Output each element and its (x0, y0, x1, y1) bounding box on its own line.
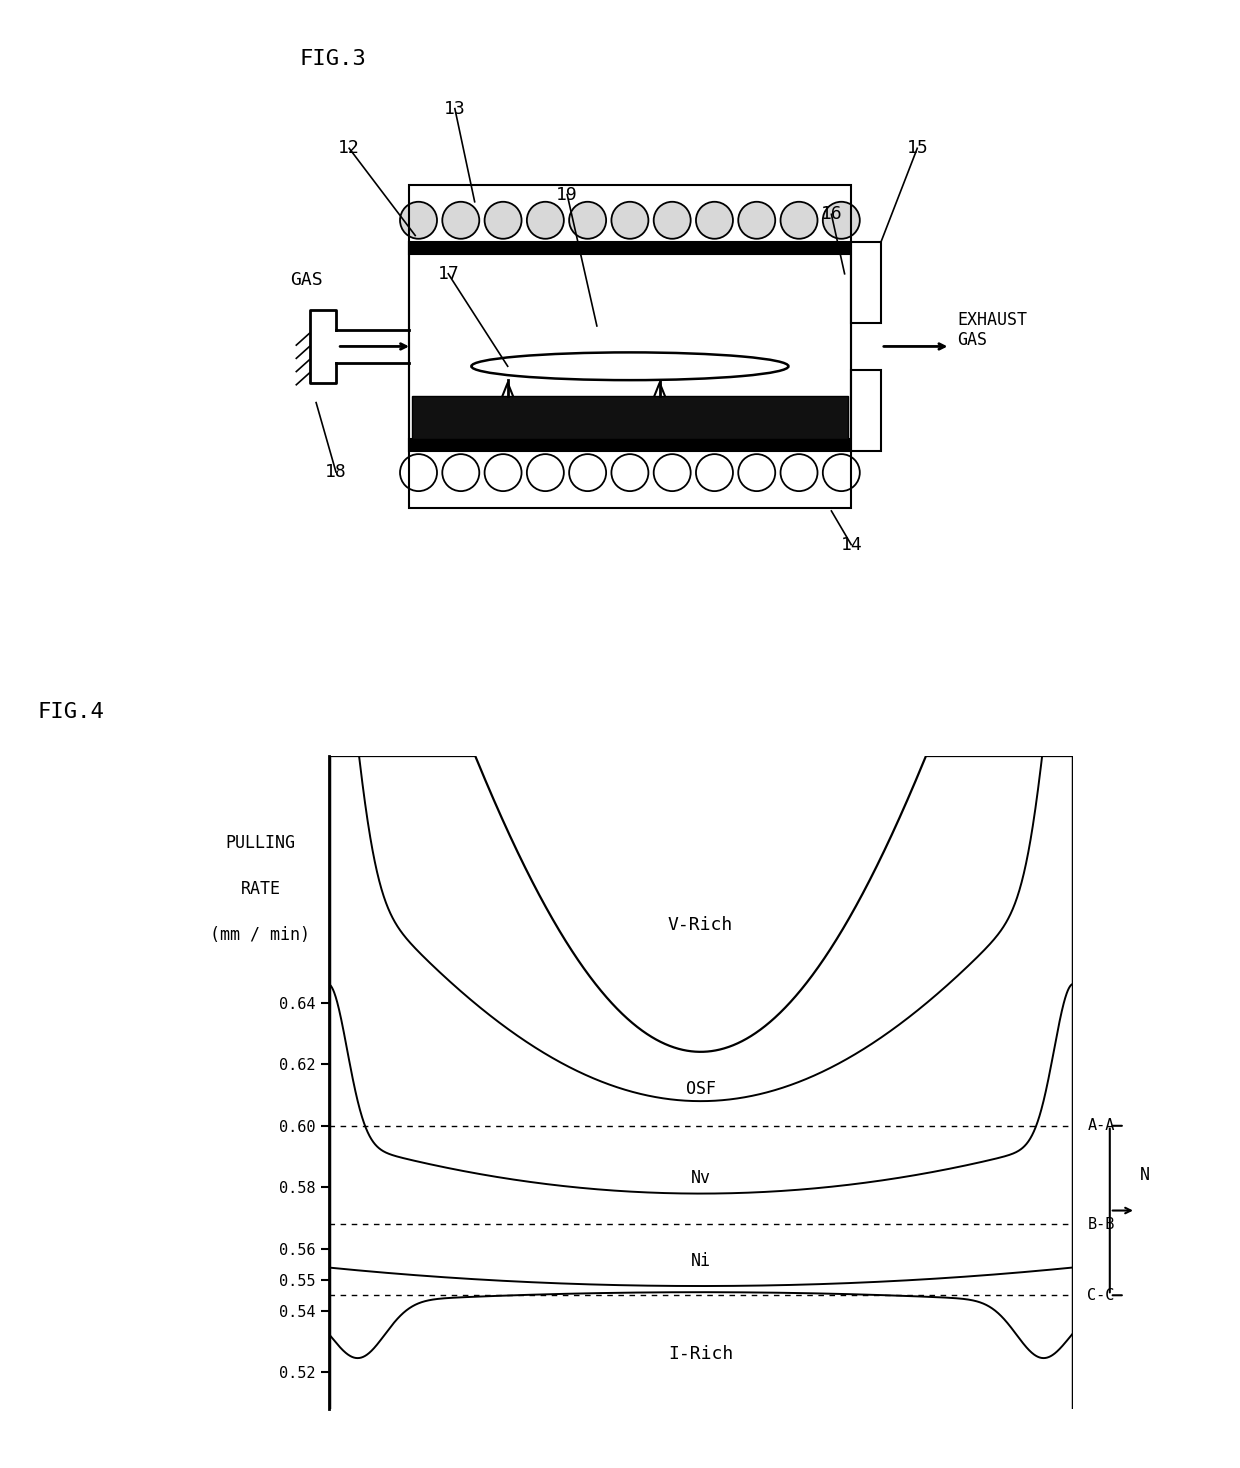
Bar (409, 439, 851, 451)
Text: I-Rich: I-Rich (668, 1345, 733, 1362)
Text: 18: 18 (325, 462, 347, 482)
Text: Nv: Nv (691, 1169, 711, 1188)
Circle shape (485, 201, 522, 239)
Circle shape (401, 454, 436, 492)
Bar (409, 185, 851, 508)
Text: FIG.3: FIG.3 (300, 50, 367, 69)
Circle shape (569, 454, 606, 492)
Circle shape (823, 201, 859, 239)
Text: 13: 13 (444, 100, 466, 117)
Text: 16: 16 (821, 206, 842, 223)
Text: PULLING: PULLING (226, 834, 295, 853)
Circle shape (653, 201, 691, 239)
Circle shape (401, 201, 436, 239)
Circle shape (823, 454, 859, 492)
Text: 15: 15 (906, 139, 929, 157)
Text: C-C: C-C (1087, 1287, 1115, 1302)
Text: 17: 17 (438, 264, 459, 283)
Text: 14: 14 (841, 536, 862, 553)
Text: GAS: GAS (290, 272, 322, 289)
Text: 12: 12 (339, 139, 360, 157)
Text: 19: 19 (557, 185, 578, 204)
Circle shape (611, 201, 649, 239)
Circle shape (569, 201, 606, 239)
Circle shape (527, 201, 564, 239)
Circle shape (738, 201, 775, 239)
Ellipse shape (471, 352, 789, 380)
Circle shape (443, 201, 480, 239)
Text: RATE: RATE (241, 881, 280, 898)
Bar (412, 396, 848, 439)
Circle shape (653, 454, 691, 492)
Circle shape (443, 454, 480, 492)
Circle shape (527, 454, 564, 492)
Text: EXHAUST
GAS: EXHAUST GAS (957, 311, 1027, 349)
Text: OSF: OSF (686, 1080, 715, 1098)
Bar (851, 370, 880, 451)
Bar (409, 242, 851, 254)
Circle shape (696, 454, 733, 492)
Text: Ni: Ni (691, 1252, 711, 1270)
Text: (mm / min): (mm / min) (211, 926, 310, 944)
Text: N: N (1140, 1166, 1149, 1185)
Circle shape (780, 454, 817, 492)
Circle shape (485, 454, 522, 492)
Text: B-B: B-B (1087, 1217, 1115, 1232)
Text: A-A: A-A (1087, 1119, 1115, 1133)
Circle shape (696, 201, 733, 239)
Bar (851, 242, 880, 323)
Circle shape (780, 201, 817, 239)
Text: V-Rich: V-Rich (668, 916, 733, 935)
Circle shape (738, 454, 775, 492)
Circle shape (611, 454, 649, 492)
Text: FIG.4: FIG.4 (37, 702, 104, 722)
